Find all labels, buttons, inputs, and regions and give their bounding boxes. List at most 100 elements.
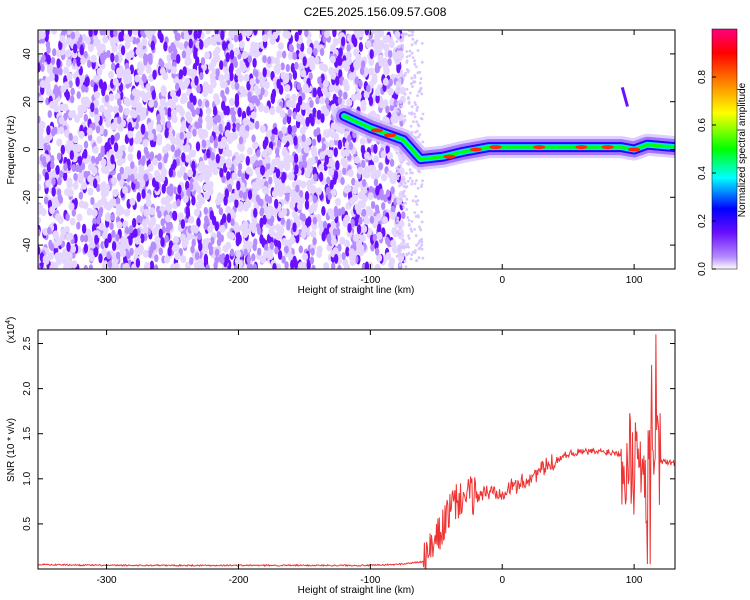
noise-speckle xyxy=(223,105,228,116)
noise-speckle xyxy=(78,191,84,200)
noise-speckle xyxy=(214,255,219,264)
noise-speckle xyxy=(220,89,225,98)
noise-speckle xyxy=(246,147,253,156)
noise-speckle xyxy=(373,155,380,164)
noise-speckle xyxy=(407,101,411,105)
noise-speckle xyxy=(145,65,152,74)
noise-speckle xyxy=(111,241,117,252)
noise-speckle xyxy=(129,197,136,206)
noise-speckle xyxy=(193,261,200,269)
noise-speckle xyxy=(150,216,157,225)
noise-speckle xyxy=(204,51,211,60)
noise-speckle xyxy=(247,91,252,100)
noise-speckle xyxy=(226,121,231,132)
noise-speckle xyxy=(101,248,108,257)
noise-speckle xyxy=(337,208,342,217)
noise-speckle xyxy=(106,251,111,260)
noise-speckle xyxy=(233,60,238,69)
snr-frame xyxy=(37,329,676,570)
noise-speckle xyxy=(176,148,181,157)
colorbar-tick-label: 0.0 xyxy=(697,262,708,276)
noise-speckle xyxy=(420,92,424,96)
noise-speckle xyxy=(254,121,260,130)
noise-speckle xyxy=(140,124,146,135)
noise-speckle xyxy=(243,248,248,257)
noise-speckle xyxy=(166,120,171,129)
noise-speckle xyxy=(415,109,419,112)
noise-speckle xyxy=(406,242,409,246)
noise-speckle xyxy=(277,250,283,260)
noise-speckle xyxy=(91,209,98,217)
noise-speckle xyxy=(409,257,413,261)
noise-speckle xyxy=(193,181,199,190)
noise-speckle xyxy=(360,99,367,108)
noise-speckle xyxy=(38,207,42,216)
noise-speckle xyxy=(415,120,419,124)
noise-speckle xyxy=(88,264,94,269)
noise-speckle xyxy=(388,40,395,48)
noise-speckle xyxy=(52,100,59,109)
noise-speckle xyxy=(361,160,366,168)
noise-speckle xyxy=(392,245,398,254)
noise-speckle xyxy=(212,167,219,176)
noise-speckle xyxy=(118,104,123,113)
noise-speckle xyxy=(54,252,61,261)
noise-speckle xyxy=(148,56,153,65)
noise-speckle xyxy=(355,92,362,101)
noise-speckle xyxy=(358,244,365,253)
noise-speckle xyxy=(99,43,106,52)
noise-speckle xyxy=(149,151,155,160)
noise-speckle xyxy=(115,203,122,212)
noise-speckle xyxy=(51,200,58,209)
noise-speckle xyxy=(257,72,264,81)
noise-speckle xyxy=(66,30,72,35)
noise-speckle xyxy=(275,147,280,156)
noise-speckle xyxy=(210,152,215,160)
noise-speckle xyxy=(85,228,92,237)
noise-speckle xyxy=(213,116,218,125)
noise-speckle xyxy=(278,210,285,219)
noise-speckle xyxy=(319,48,325,56)
noise-speckle xyxy=(418,239,422,243)
noise-speckle xyxy=(409,82,413,86)
noise-speckle xyxy=(56,58,61,69)
noise-speckle xyxy=(313,129,318,137)
noise-speckle xyxy=(202,243,209,252)
noise-speckle xyxy=(408,176,412,180)
noise-speckle xyxy=(285,31,292,39)
signal-peak xyxy=(489,145,502,150)
noise-speckle xyxy=(177,212,184,221)
noise-speckle xyxy=(411,85,414,88)
noise-speckle xyxy=(277,42,284,50)
noise-speckle xyxy=(178,42,185,51)
noise-speckle xyxy=(56,138,63,147)
noise-speckle xyxy=(415,39,419,43)
noise-speckle xyxy=(214,248,220,257)
noise-speckle xyxy=(98,209,103,218)
noise-speckle xyxy=(44,135,51,143)
noise-speckle xyxy=(333,170,339,181)
noise-speckle xyxy=(127,153,134,162)
noise-speckle xyxy=(414,234,418,238)
noise-speckle xyxy=(375,185,380,196)
noise-speckle xyxy=(173,262,180,269)
noise-speckle xyxy=(136,150,142,161)
noise-speckle xyxy=(107,105,114,113)
noise-speckle xyxy=(399,263,402,266)
noise-speckle xyxy=(354,216,359,227)
noise-speckle xyxy=(366,84,371,93)
noise-speckle xyxy=(127,30,133,37)
noise-speckle xyxy=(181,95,188,104)
noise-speckle xyxy=(312,87,317,98)
noise-speckle xyxy=(84,77,89,88)
noise-speckle xyxy=(401,203,405,207)
noise-speckle xyxy=(257,247,262,256)
noise-speckle xyxy=(164,255,170,264)
noise-speckle xyxy=(330,71,337,80)
noise-speckle xyxy=(175,82,180,91)
noise-speckle xyxy=(407,219,411,222)
noise-speckle xyxy=(224,188,229,199)
noise-speckle xyxy=(309,256,315,265)
noise-speckle xyxy=(229,98,235,106)
colorbar-tick-label: 0.8 xyxy=(697,70,708,84)
